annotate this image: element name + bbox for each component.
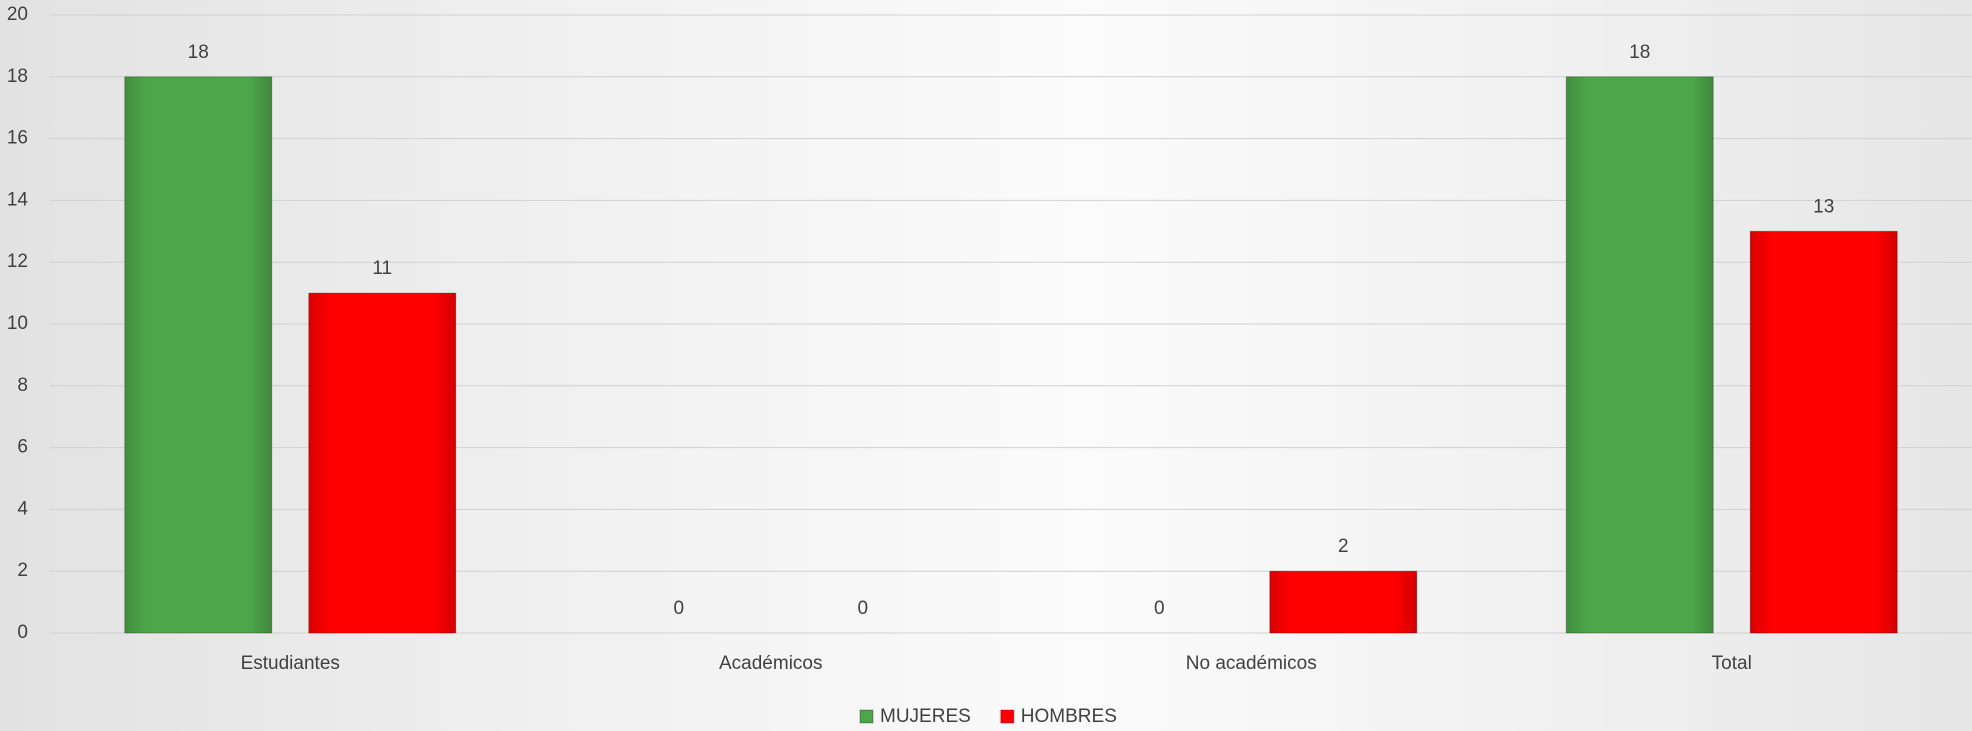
value-label: 13 xyxy=(1813,196,1834,217)
value-label: 0 xyxy=(857,598,868,619)
x-tick-label: Total xyxy=(1712,653,1752,674)
y-tick-label: 0 xyxy=(17,622,28,643)
y-tick-label: 2 xyxy=(17,560,28,581)
y-tick-label: 14 xyxy=(7,189,29,210)
legend-swatch xyxy=(1001,710,1014,723)
legend-swatch xyxy=(860,710,873,723)
value-label: 0 xyxy=(1154,598,1165,619)
value-label: 18 xyxy=(188,42,209,63)
y-tick-label: 6 xyxy=(17,437,28,458)
chart: 02468101214161820Estudiantes1811Académic… xyxy=(0,0,1972,731)
bar-shade xyxy=(1566,77,1713,633)
bar-shade xyxy=(1750,231,1897,633)
y-tick-label: 10 xyxy=(7,313,28,334)
y-tick-label: 4 xyxy=(17,498,28,519)
value-label: 0 xyxy=(673,598,684,619)
y-tick-label: 20 xyxy=(7,4,28,25)
y-tick-label: 18 xyxy=(7,66,28,87)
bar-shade xyxy=(125,77,272,633)
legend-label: HOMBRES xyxy=(1021,706,1117,727)
y-tick-label: 8 xyxy=(17,375,28,396)
legend-label: MUJERES xyxy=(880,706,971,727)
y-tick-label: 12 xyxy=(7,251,28,272)
bar-shade xyxy=(1270,571,1417,633)
x-tick-label: Estudiantes xyxy=(241,653,340,674)
value-label: 18 xyxy=(1629,42,1650,63)
bar-shade xyxy=(309,293,456,633)
value-label: 11 xyxy=(372,258,392,279)
x-tick-label: Académicos xyxy=(719,653,823,674)
x-tick-label: No académicos xyxy=(1186,653,1317,674)
value-label: 2 xyxy=(1338,536,1349,557)
y-tick-label: 16 xyxy=(7,128,28,149)
